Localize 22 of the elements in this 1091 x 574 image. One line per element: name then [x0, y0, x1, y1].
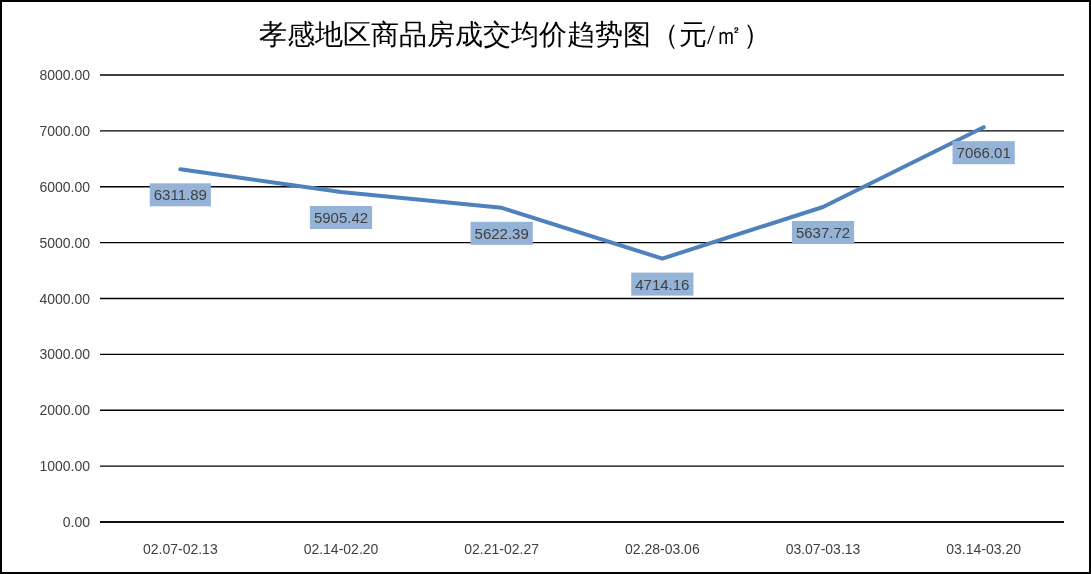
x-tick-label: 02.21-02.27: [464, 541, 540, 557]
y-tick-label: 3000.00: [39, 346, 91, 363]
x-tick-label: 02.14-02.20: [303, 541, 379, 557]
y-tick-label: 7000.00: [39, 122, 91, 139]
y-tick-label: 1000.00: [39, 458, 91, 475]
data-label: 5905.42: [313, 209, 369, 227]
x-tick-label: 03.07-03.13: [785, 541, 861, 557]
y-tick-label: 6000.00: [39, 178, 91, 195]
x-tick-label: 02.28-03.06: [624, 541, 700, 557]
y-tick-label: 5000.00: [39, 234, 91, 251]
x-tick-label: 02.07-02.13: [142, 541, 218, 557]
y-tick-label: 4000.00: [39, 290, 91, 307]
data-label: 5637.72: [795, 223, 851, 241]
data-label: 5622.39: [474, 224, 529, 242]
data-label: 4714.16: [635, 275, 690, 293]
y-tick-label: 2000.00: [39, 402, 91, 419]
data-label: 7066.01: [956, 144, 1011, 162]
x-tick-label: 03.14-03.20: [946, 541, 1022, 557]
title: 孝感地区商品房成交均价趋势图（元/㎡）: [259, 19, 771, 50]
y-tick-label: 0.00: [62, 514, 91, 530]
y-tick-label: 8000.00: [39, 67, 91, 83]
data-label: 6311.89: [153, 186, 207, 204]
